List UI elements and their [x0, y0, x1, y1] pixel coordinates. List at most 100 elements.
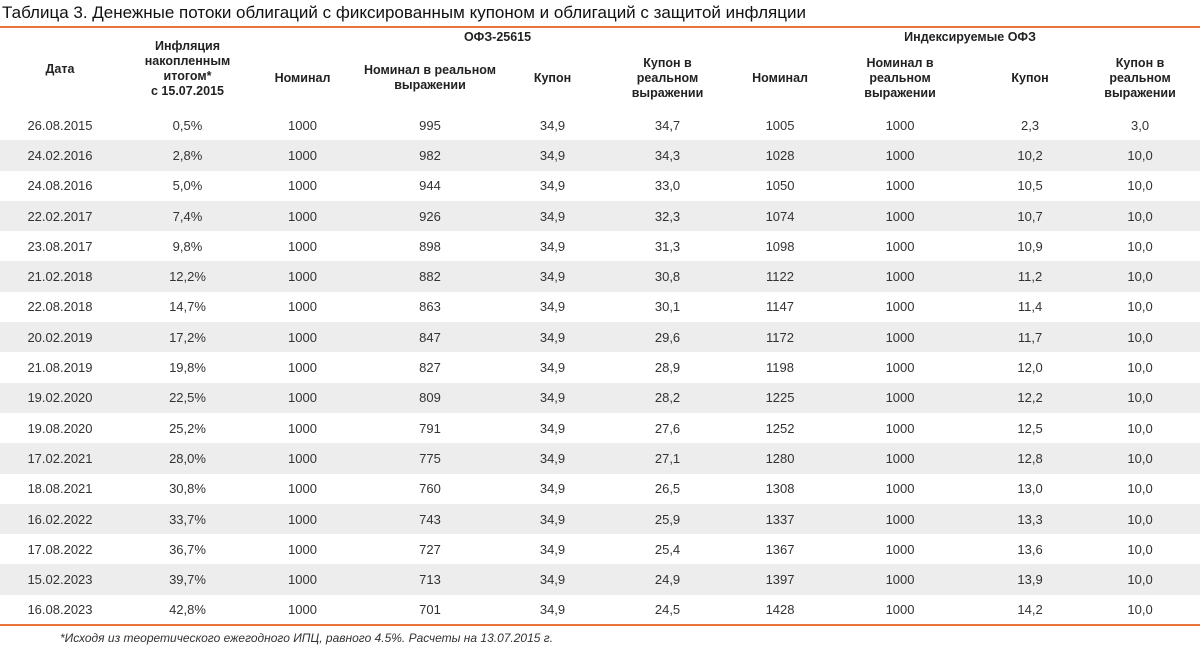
- cell-ofz-real-coupon: 26,5: [654, 481, 681, 497]
- cell-ofz-nominal: 1000: [288, 238, 317, 254]
- header-ofz-coupon: Купон: [510, 46, 595, 110]
- cell-date: 16.02.2022: [0, 503, 120, 535]
- cell-idx-nominal: 1252: [765, 420, 795, 436]
- header-label: Купон: [1011, 70, 1049, 85]
- top-divider: [0, 26, 1200, 28]
- cell-ofz-coupon: 34,9: [510, 564, 595, 595]
- cell-idx-real-nominal: 1000: [820, 200, 981, 232]
- cell-idx-real-nominal: 1000: [885, 299, 915, 315]
- cell-idx-real-nominal: 1000: [820, 503, 981, 535]
- cell-date: 23.08.2017: [27, 238, 93, 254]
- cell-idx-real-coupon: 10,0: [1080, 443, 1200, 474]
- cell-ofz-coupon: 34,9: [539, 117, 566, 133]
- header-label: выражении: [864, 85, 936, 100]
- table-row: 26.08.2015 0,5% 1000 995 34,9 34,7 1005 1000 2,3…: [0, 110, 1200, 140]
- cell-ofz-coupon: 34,9: [539, 178, 566, 194]
- cell-date: 22.08.2018: [27, 299, 93, 315]
- cell-idx-nominal: 1428: [765, 602, 795, 618]
- cell-ofz-real-nominal: 982: [350, 140, 510, 171]
- cell-ofz-coupon: 34,9: [539, 360, 566, 376]
- cell-idx-coupon: 13,9: [980, 564, 1081, 595]
- header-label: Купон: [533, 70, 572, 85]
- cell-ofz-real-coupon: 24,5: [654, 602, 681, 618]
- cell-idx-nominal: 1198: [766, 360, 795, 376]
- cell-idx-real-nominal: 1000: [885, 420, 915, 436]
- cell-idx-real-coupon: 10,0: [1080, 564, 1200, 595]
- cell-date: 24.02.2016: [0, 140, 120, 171]
- cell-inflation: 25,2%: [169, 420, 206, 436]
- header-date-label: Дата: [45, 61, 75, 76]
- cell-ofz-nominal: 1000: [288, 299, 317, 315]
- cell-idx-nominal: 1098: [765, 238, 795, 254]
- cell-idx-real-nominal: 1000: [885, 238, 915, 254]
- cell-idx-coupon: 11,2: [980, 261, 1081, 292]
- cell-inflation: 39,7%: [120, 564, 255, 595]
- cell-idx-nominal: 1367: [765, 541, 795, 557]
- cell-ofz-real-nominal: 995: [419, 117, 441, 133]
- header-label: Номинал в реальном: [364, 63, 496, 77]
- cell-ofz-real-nominal: 775: [350, 443, 510, 474]
- cell-ofz-real-nominal: 847: [350, 322, 510, 353]
- cell-idx-coupon: 10,7: [980, 200, 1081, 232]
- header-label: выражении: [1104, 85, 1176, 100]
- cell-inflation: 28,0%: [120, 443, 255, 474]
- cell-date: 21.02.2018: [0, 261, 120, 292]
- cell-idx-nominal: 1122: [740, 261, 821, 292]
- cell-date: 20.02.2019: [0, 322, 120, 353]
- table-row: 19.02.2020 22,5% 1000 809 34,9 28,2 1225 1000 12…: [0, 382, 1200, 413]
- cell-inflation: 9,8%: [172, 238, 203, 254]
- cell-ofz-nominal: 1000: [255, 261, 350, 292]
- cell-inflation: 12,2%: [120, 261, 255, 292]
- cell-ofz-real-coupon: 28,9: [654, 360, 681, 376]
- cell-ofz-real-nominal: 743: [350, 503, 510, 535]
- cell-ofz-nominal: 1000: [255, 443, 350, 474]
- bottom-divider: [0, 624, 1200, 626]
- cell-idx-real-nominal: 1000: [820, 140, 981, 171]
- cell-ofz-real-nominal: 791: [419, 420, 441, 436]
- cell-ofz-real-nominal: 882: [350, 261, 510, 292]
- table-row: 24.02.2016 2,8% 1000 982 34,9 34,3 1028 1000 10,…: [0, 140, 1200, 171]
- header-label: Номинал в: [866, 55, 934, 70]
- cell-ofz-real-nominal: 713: [350, 564, 510, 595]
- header-label: Купон в: [643, 55, 692, 70]
- cell-idx-coupon: 12,2: [980, 382, 1081, 413]
- cell-inflation: 36,7%: [169, 541, 206, 557]
- table-row: 17.02.2021 28,0% 1000 775 34,9 27,1 1280 1000 12…: [0, 443, 1200, 474]
- cell-ofz-coupon: 34,9: [510, 443, 595, 474]
- table-row: 18.08.2021 30,8% 1000 760 34,9 26,5 1308 1000 13…: [0, 474, 1200, 504]
- cell-ofz-nominal: 1000: [255, 140, 350, 171]
- cell-idx-coupon: 12,8: [980, 443, 1081, 474]
- table-row: 23.08.2017 9,8% 1000 898 34,9 31,3 1098 1000 10,…: [0, 231, 1200, 261]
- cell-idx-nominal: 1280: [740, 443, 821, 474]
- cell-date: 26.08.2015: [27, 117, 93, 133]
- cell-idx-nominal: 1308: [765, 481, 795, 497]
- cell-idx-coupon: 10,5: [1017, 178, 1043, 194]
- cell-ofz-coupon: 34,9: [539, 481, 566, 497]
- cell-idx-nominal: 1337: [740, 503, 821, 535]
- cell-idx-coupon: 10,9: [1017, 238, 1043, 254]
- cell-idx-coupon: 10,2: [980, 140, 1081, 171]
- cell-ofz-real-coupon: 27,6: [654, 420, 681, 436]
- cell-ofz-nominal: 1000: [255, 200, 350, 232]
- header-idx-real-coupon: Купон в реальном выражении: [1080, 46, 1200, 110]
- header-label: реальном: [869, 70, 931, 85]
- table-body: 26.08.2015 0,5% 1000 995 34,9 34,7 1005 1000 2,3…: [0, 110, 1200, 625]
- cell-idx-real-coupon: 10,0: [1080, 322, 1200, 353]
- cell-ofz-real-coupon: 32,3: [595, 200, 741, 232]
- header-group-ofz: ОФЗ-25615: [255, 28, 740, 46]
- table-row: 21.08.2019 19,8% 1000 827 34,9 28,9 1198 1000 12…: [0, 352, 1200, 382]
- table-row: 22.08.2018 14,7% 1000 863 34,9 30,1 1147 1000 11…: [0, 292, 1200, 322]
- cell-date: 22.02.2017: [0, 200, 120, 232]
- header-label: Номинал: [274, 70, 331, 85]
- header-inflation-line: Инфляция: [154, 39, 221, 53]
- cell-ofz-nominal: 1000: [288, 481, 317, 497]
- cell-ofz-real-coupon: 25,4: [654, 541, 681, 557]
- cell-idx-real-nominal: 1000: [820, 261, 981, 292]
- cell-ofz-nominal: 1000: [288, 178, 317, 194]
- cell-inflation: 33,7%: [120, 503, 255, 535]
- header-idx-nominal: Номинал: [740, 46, 820, 110]
- cell-idx-real-coupon: 10,0: [1127, 420, 1153, 436]
- cell-inflation: 2,8%: [120, 140, 255, 171]
- header-label: реальном: [636, 70, 699, 85]
- cell-ofz-real-coupon: 25,9: [595, 503, 741, 535]
